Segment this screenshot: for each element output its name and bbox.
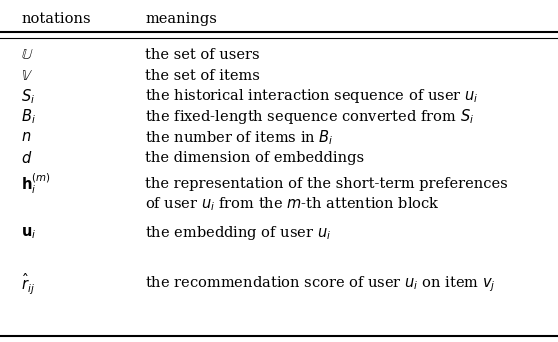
Text: the historical interaction sequence of user $u_i$: the historical interaction sequence of u… xyxy=(145,88,479,105)
Text: meanings: meanings xyxy=(145,12,217,26)
Text: the set of users: the set of users xyxy=(145,49,259,62)
Text: the recommendation score of user $u_i$ on item $v_j$: the recommendation score of user $u_i$ o… xyxy=(145,275,496,294)
Text: the fixed-length sequence converted from $S_i$: the fixed-length sequence converted from… xyxy=(145,107,474,127)
Text: $\hat{r}_{ij}$: $\hat{r}_{ij}$ xyxy=(21,272,35,297)
Text: $B_i$: $B_i$ xyxy=(21,108,36,126)
Text: the representation of the short-term preferences: the representation of the short-term pre… xyxy=(145,177,508,191)
Text: $S_i$: $S_i$ xyxy=(21,87,35,106)
Text: $\mathbf{h}_i^{(m)}$: $\mathbf{h}_i^{(m)}$ xyxy=(21,172,51,196)
Text: $\mathbf{u}_i$: $\mathbf{u}_i$ xyxy=(21,225,37,241)
Text: of user $u_i$ from the $m$-th attention block: of user $u_i$ from the $m$-th attention … xyxy=(145,196,440,213)
Text: $d$: $d$ xyxy=(21,150,32,166)
Text: the number of items in $B_i$: the number of items in $B_i$ xyxy=(145,128,334,147)
Text: notations: notations xyxy=(21,12,91,26)
Text: the dimension of embeddings: the dimension of embeddings xyxy=(145,151,364,165)
Text: $\mathbb{V}$: $\mathbb{V}$ xyxy=(21,69,33,83)
Text: $n$: $n$ xyxy=(21,131,31,144)
Text: $\mathbb{U}$: $\mathbb{U}$ xyxy=(21,49,33,62)
Text: the set of items: the set of items xyxy=(145,69,260,83)
Text: the embedding of user $u_i$: the embedding of user $u_i$ xyxy=(145,224,331,242)
